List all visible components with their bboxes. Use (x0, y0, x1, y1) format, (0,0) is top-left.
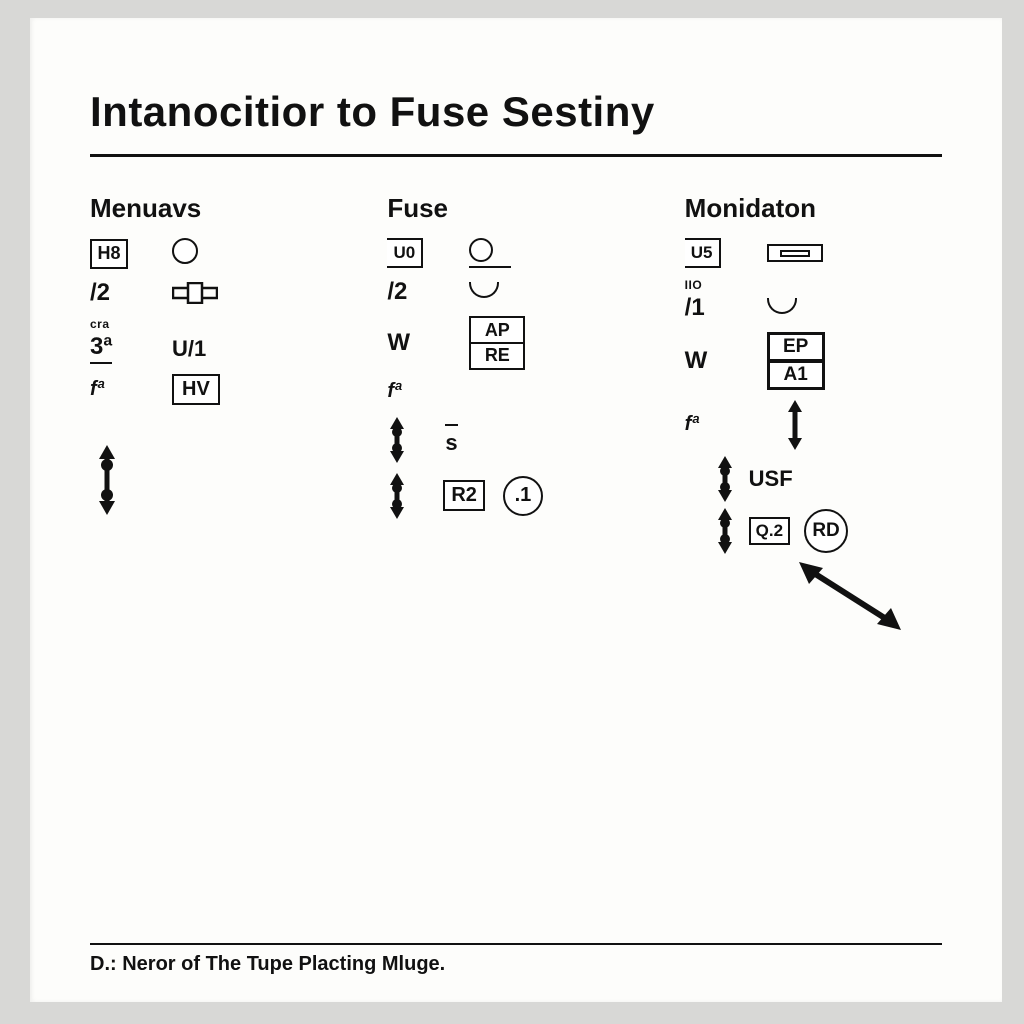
col-b-grid: U0 /2 W AP RE fª (387, 238, 644, 403)
sym-connector-icon (172, 282, 218, 304)
sym-dot1-circle: .1 (503, 476, 543, 516)
sym-U1: U/1 (172, 336, 206, 362)
sym-box-U0: U0 (387, 238, 423, 268)
sym-tiny-cra: cra (90, 317, 110, 331)
document-page: Intanocitior to Fuse Sestiny Menuavs H8 … (30, 18, 1002, 1002)
sym-fa: fª (90, 378, 104, 401)
sym-Q22-box: Q.2 (749, 517, 790, 545)
sym-slash2: /2 (90, 279, 110, 307)
sym-c-halfD (767, 298, 797, 319)
sym-c-slash1: /1 (685, 294, 705, 322)
page-title: Intanocitior to Fuse Sestiny (90, 88, 942, 136)
sym-halfD (469, 282, 499, 303)
col-monidaton: Monidaton U5 IIO /1 W EP A1 (685, 193, 942, 636)
col-a-grid: H8 /2 cra 3ª U/1 (90, 238, 347, 405)
footer-body: Neror of The Tupe Placting Mluge. (122, 953, 445, 975)
arrow-vert-c-top (767, 400, 805, 450)
sym-R2-box: R2 (443, 480, 485, 511)
sym-box-H8: H8 (90, 239, 128, 269)
sym-b-slash2: /2 (387, 278, 407, 306)
title-rule (90, 154, 942, 157)
symbol-legend: Menuavs H8 /2 cra (90, 193, 942, 636)
sym-circle (172, 238, 198, 269)
arrow-diag (795, 556, 942, 636)
footer-text: D.: Neror of The Tupe Placting Mluge. (90, 953, 942, 976)
sym-AP-RE-stack: AP RE (469, 316, 525, 370)
footer-prefix: D.: (90, 953, 117, 975)
sym-slot-icon (767, 244, 823, 263)
row-arrow-r2: R2 .1 (387, 473, 644, 519)
arrow-vert-c1 (715, 456, 735, 502)
sym-tiny-iio: IIO (685, 278, 703, 292)
sym-box-U5: U5 (685, 238, 721, 268)
sym-s-overline: s (445, 424, 457, 456)
arrow-vert-b2 (387, 473, 407, 519)
sym-W: W (387, 329, 410, 357)
sym-c-fa: fª (685, 413, 699, 436)
row-arrow-s: s (387, 417, 644, 463)
col-head-b: Fuse (387, 193, 644, 224)
arrow-vert-b1 (387, 417, 407, 463)
col-fuse: Fuse U0 /2 W AP RE fª (387, 193, 644, 636)
arrow-vert-a (96, 445, 347, 515)
sym-b-fa: fª (387, 380, 401, 403)
sym-USF: USF (749, 466, 793, 492)
sym-3a: 3ª (90, 333, 112, 364)
arrow-vert-c2 (715, 508, 735, 554)
col-head-c: Monidaton (685, 193, 942, 224)
footer-rule (90, 943, 942, 945)
row-usf: USF (715, 456, 942, 502)
sym-EP-A1-stack: EP A1 (767, 332, 825, 390)
sym-c-W: W (685, 347, 708, 375)
row-q22-rd: Q.2 RD (715, 508, 942, 554)
sym-RD-circle: RD (804, 509, 848, 553)
col-head-a: Menuavs (90, 193, 347, 224)
sym-circle-overline (469, 238, 511, 268)
col-c-grid: U5 IIO /1 W EP A1 fª (685, 238, 942, 450)
sym-HV-box: HV (172, 374, 220, 405)
footer: D.: Neror of The Tupe Placting Mluge. (90, 943, 942, 976)
col-menuavs: Menuavs H8 /2 cra (90, 193, 347, 636)
